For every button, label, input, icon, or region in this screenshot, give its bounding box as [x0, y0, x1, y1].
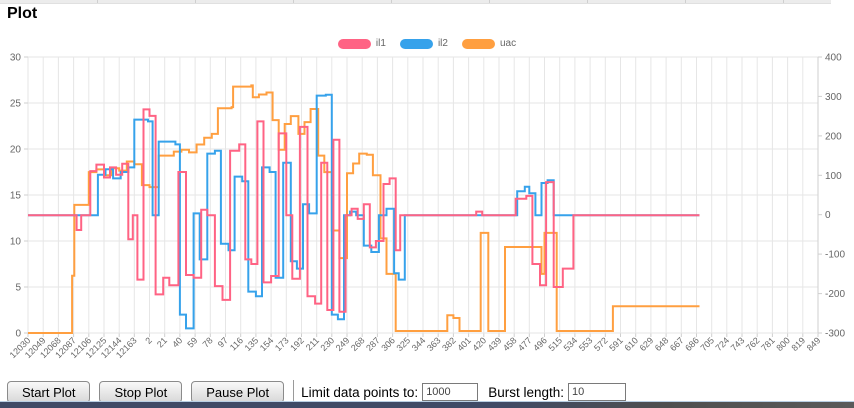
- pause-plot-button[interactable]: Pause Plot: [191, 381, 285, 403]
- page-title: Plot: [7, 5, 38, 22]
- svg-text:135: 135: [243, 335, 261, 353]
- svg-text:287: 287: [364, 335, 382, 353]
- toolbar-divider: [293, 379, 295, 405]
- svg-text:458: 458: [501, 335, 519, 353]
- svg-text:78: 78: [201, 335, 215, 349]
- bottom-scrollbar: [0, 401, 854, 408]
- line-chart-canvas: 051015202530-300-200-1000100200300400120…: [8, 53, 846, 361]
- legend-label: il2: [437, 38, 448, 49]
- svg-text:553: 553: [577, 335, 595, 353]
- svg-text:325: 325: [395, 335, 413, 353]
- svg-text:705: 705: [698, 335, 716, 353]
- legend-item-il2[interactable]: il2: [399, 38, 448, 49]
- svg-text:2: 2: [143, 335, 154, 346]
- burst-length-label: Burst length:: [488, 384, 564, 400]
- svg-text:849: 849: [805, 335, 823, 353]
- svg-text:230: 230: [319, 335, 337, 353]
- svg-text:496: 496: [531, 335, 549, 353]
- svg-text:15: 15: [10, 191, 22, 202]
- svg-text:591: 591: [607, 335, 625, 353]
- svg-text:401: 401: [455, 335, 473, 353]
- legend-label: uac: [499, 38, 517, 49]
- svg-text:629: 629: [638, 335, 656, 353]
- svg-text:154: 154: [258, 335, 276, 353]
- svg-text:200: 200: [825, 131, 842, 142]
- svg-text:534: 534: [562, 335, 580, 353]
- svg-text:268: 268: [349, 335, 367, 353]
- svg-text:21: 21: [155, 335, 169, 349]
- burst-length-input[interactable]: [567, 383, 626, 401]
- svg-text:0: 0: [15, 329, 21, 340]
- legend-item-il1[interactable]: il1: [337, 38, 386, 49]
- svg-text:819: 819: [790, 335, 808, 353]
- svg-text:439: 439: [486, 335, 504, 353]
- svg-text:300: 300: [825, 92, 842, 103]
- svg-text:25: 25: [10, 99, 22, 110]
- svg-text:173: 173: [273, 335, 291, 353]
- stop-plot-button[interactable]: Stop Plot: [99, 381, 183, 403]
- svg-text:724: 724: [714, 335, 732, 353]
- limit-data-points-label: Limit data points to:: [301, 384, 419, 400]
- svg-text:59: 59: [185, 335, 199, 349]
- svg-text:515: 515: [546, 335, 564, 353]
- svg-text:-300: -300: [825, 329, 845, 340]
- svg-text:610: 610: [622, 335, 640, 353]
- svg-text:192: 192: [288, 335, 306, 353]
- chart-legend: il1 il2 uac: [0, 38, 854, 49]
- svg-text:-100: -100: [825, 250, 845, 261]
- svg-text:400: 400: [825, 53, 842, 64]
- svg-text:781: 781: [759, 335, 777, 353]
- svg-text:686: 686: [683, 335, 701, 353]
- svg-text:30: 30: [10, 53, 22, 64]
- start-plot-button[interactable]: Start Plot: [7, 381, 91, 403]
- svg-text:306: 306: [379, 335, 397, 353]
- svg-text:97: 97: [216, 335, 230, 349]
- svg-text:211: 211: [304, 335, 321, 352]
- legend-swatch-icon: [461, 38, 495, 49]
- svg-text:363: 363: [425, 335, 443, 353]
- chart-region: 0 5 10 15 20 25 30 -300 -200 -100 0 100 200 300 400 120…: [0, 38, 854, 361]
- svg-text:5: 5: [15, 283, 21, 294]
- svg-text:667: 667: [668, 335, 686, 353]
- legend-label: il1: [375, 38, 386, 49]
- svg-text:477: 477: [516, 335, 534, 353]
- svg-text:762: 762: [744, 335, 762, 353]
- svg-text:743: 743: [729, 335, 747, 353]
- svg-text:648: 648: [653, 335, 671, 353]
- svg-text:-200: -200: [825, 289, 845, 300]
- legend-item-uac[interactable]: uac: [461, 38, 517, 49]
- svg-text:116: 116: [228, 335, 245, 352]
- svg-text:40: 40: [170, 335, 184, 349]
- legend-swatch-icon: [337, 38, 371, 49]
- svg-text:10: 10: [10, 237, 22, 248]
- top-toolbar-strip: [0, 0, 831, 4]
- svg-text:249: 249: [334, 335, 352, 353]
- svg-text:420: 420: [471, 335, 489, 353]
- legend-swatch-icon: [399, 38, 433, 49]
- svg-text:800: 800: [774, 335, 792, 353]
- svg-text:0: 0: [825, 210, 831, 221]
- svg-text:20: 20: [10, 145, 22, 156]
- limit-data-points-input[interactable]: [422, 383, 479, 401]
- svg-text:100: 100: [825, 171, 842, 182]
- svg-text:572: 572: [592, 335, 610, 353]
- svg-text:382: 382: [440, 335, 458, 353]
- svg-text:344: 344: [410, 335, 428, 353]
- controls-toolbar: Start Plot Stop Plot Pause Plot Limit da…: [0, 379, 854, 405]
